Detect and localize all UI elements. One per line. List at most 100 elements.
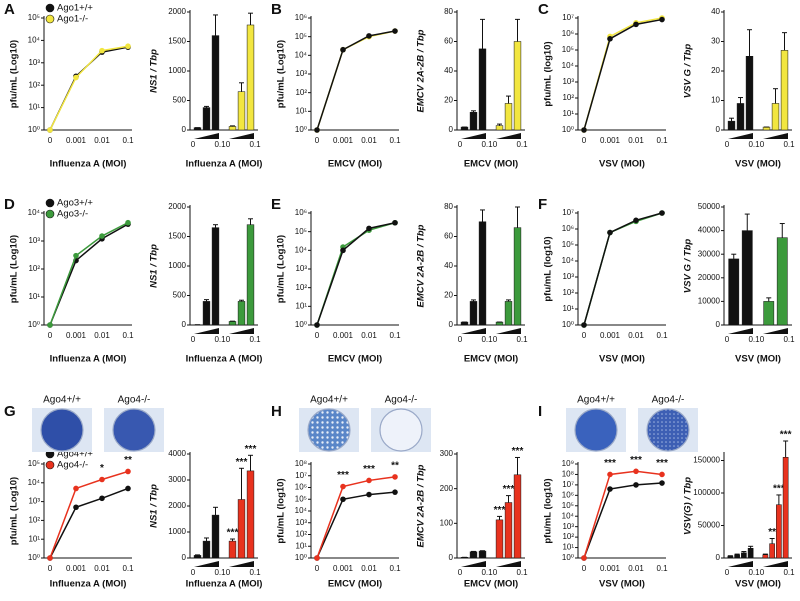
y-tick-label: 10⁷	[562, 13, 574, 22]
bar	[495, 519, 504, 559]
series-line	[583, 17, 663, 131]
significance: *	[100, 463, 104, 474]
significance: ***	[363, 464, 375, 475]
y-tick-label: 0	[182, 125, 187, 134]
y-axis-label: VSV G / Tbp	[683, 239, 694, 294]
dose-label: 0	[760, 335, 765, 344]
y-tick-label: 10²	[562, 288, 574, 297]
x-tick-label: 0.01	[94, 136, 110, 145]
point	[73, 74, 79, 81]
bar	[771, 103, 780, 131]
point	[659, 16, 665, 23]
series-line	[583, 482, 663, 559]
legend-marker	[45, 460, 55, 470]
dose-label: 0.1	[249, 568, 261, 577]
point	[366, 477, 372, 484]
dose-triangle	[728, 133, 753, 139]
x-tick-label: 0.01	[628, 564, 644, 573]
x-tick-label: 0	[582, 564, 587, 573]
y-tick-label: 20	[711, 66, 720, 75]
bar	[504, 502, 513, 559]
plate-label: Ago4+/+	[577, 395, 615, 406]
y-tick-label: 10¹	[562, 304, 574, 313]
y-tick-label: 10000	[698, 297, 721, 306]
y-tick-label: 10³	[562, 77, 574, 86]
dose-triangle	[461, 133, 486, 139]
point	[125, 468, 131, 475]
series-line	[49, 470, 129, 559]
dose-label: 0.1	[214, 335, 226, 344]
series-line	[583, 212, 663, 326]
y-tick-label: 10⁵	[28, 13, 40, 22]
y-tick-label: 150000	[693, 456, 720, 465]
panel-letter: F	[538, 196, 547, 213]
panel-letter: E	[271, 196, 281, 213]
x-tick-label: 0	[315, 331, 320, 340]
dose-triangle	[496, 561, 521, 567]
y-tick-label: 10²	[28, 264, 40, 273]
dose-label: 0	[493, 140, 498, 149]
dose-label: 0.1	[516, 568, 528, 577]
point	[633, 217, 639, 224]
y-tick-label: 0	[716, 320, 721, 329]
bar	[495, 125, 504, 131]
dose-triangle	[229, 328, 254, 334]
x-tick-label: 0.1	[389, 564, 401, 573]
y-tick-label: 0	[716, 125, 721, 134]
x-tick-label: 0	[582, 136, 587, 145]
point	[340, 46, 346, 53]
dose-label: 0	[493, 568, 498, 577]
plate	[40, 408, 84, 452]
significance: **	[391, 461, 399, 472]
x-tick-label: 0.001	[600, 136, 621, 145]
y-tick-label: 10³	[295, 518, 307, 527]
plate	[112, 408, 156, 452]
y-tick-label: 10⁸	[295, 459, 307, 468]
x-axis-label: Influenza A (MOI)	[186, 579, 263, 590]
y-tick-label: 10³	[295, 264, 307, 273]
y-tick-label: 1500	[168, 232, 186, 241]
significance: ***	[604, 458, 616, 469]
x-tick-label: 0.001	[333, 564, 354, 573]
legend-label: Ago4-/-	[57, 460, 88, 471]
y-tick-label: 10⁰	[28, 125, 40, 134]
y-axis-label: VSV(G) / Tbp	[683, 477, 694, 535]
y-tick-label: 10¹	[295, 301, 307, 310]
y-axis-label: pfu/mL (Log10)	[276, 235, 287, 303]
x-axis-label: Influenza A (MOI)	[50, 579, 127, 590]
x-axis-label: VSV (MOI)	[735, 354, 781, 365]
point	[581, 127, 587, 133]
y-axis-label: pfu/mL (Log10)	[9, 235, 20, 303]
y-tick-label: 10¹	[28, 534, 40, 543]
bar	[469, 551, 478, 559]
y-tick-label: 40000	[698, 226, 721, 235]
y-tick-label: 10⁵	[295, 494, 307, 503]
y-tick-label: 10⁴	[28, 208, 41, 217]
bar	[228, 321, 237, 326]
significance: ***	[630, 455, 642, 466]
plate-label: Ago4-/-	[652, 395, 685, 406]
y-tick-label: 10⁸	[562, 470, 574, 479]
series-line	[583, 18, 663, 131]
series-line	[49, 487, 129, 559]
y-tick-label: 10⁷	[562, 480, 574, 489]
point	[340, 483, 346, 490]
x-tick-label: 0.1	[389, 136, 401, 145]
y-axis-label: pfu/mL (log10)	[276, 478, 287, 543]
series-line	[316, 222, 396, 326]
y-tick-label: 80	[444, 7, 453, 16]
point	[659, 480, 665, 486]
series-line	[316, 30, 396, 131]
bar	[741, 230, 753, 326]
y-tick-label: 10⁵	[562, 501, 574, 510]
y-tick-label: 100000	[693, 488, 720, 497]
significance: ***	[227, 528, 239, 539]
point	[607, 471, 613, 478]
bar	[478, 48, 487, 131]
bar	[211, 514, 220, 559]
x-axis-label: VSV (MOI)	[735, 579, 781, 590]
series-line	[583, 470, 663, 559]
y-tick-label: 1500	[168, 37, 186, 46]
point	[340, 496, 346, 503]
y-tick-label: 4000	[168, 449, 186, 458]
